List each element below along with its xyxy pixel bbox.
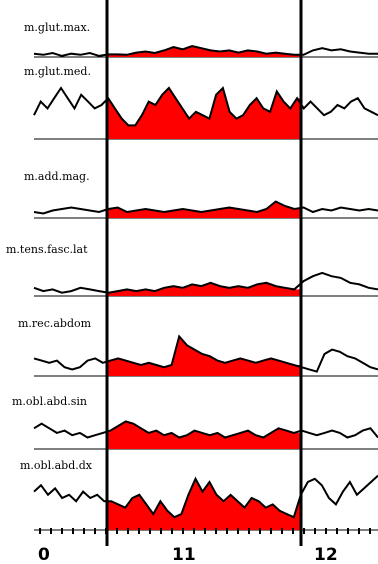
muscle-label: m.tens.fasc.lat [6, 243, 88, 256]
signal-line [33, 334, 378, 373]
signal-line [33, 44, 378, 57]
panel-0 [33, 44, 378, 58]
activation-area [107, 46, 301, 57]
signal-line [33, 86, 378, 127]
signal-line [33, 420, 378, 439]
muscle-label: m.glut.med. [24, 65, 91, 78]
x-tick-label: 12 [314, 545, 338, 564]
activation-area [107, 88, 301, 139]
signal-line [33, 200, 378, 215]
activation-area [107, 201, 301, 218]
signal-line [33, 474, 378, 519]
panel-5 [33, 420, 378, 450]
panel-3 [33, 271, 378, 297]
activation-area [107, 336, 301, 376]
panel-6 [33, 474, 378, 531]
signal-line [33, 271, 378, 294]
muscle-label: m.glut.max. [24, 21, 90, 34]
activation-area [107, 478, 301, 530]
muscle-label: m.rec.abdom [18, 317, 92, 330]
panel-4 [33, 334, 378, 377]
muscle-label: m.obl.abd.dx [20, 459, 93, 472]
x-tick-label: 11 [172, 545, 196, 564]
panel-2 [33, 200, 378, 219]
muscle-label: m.add.mag. [24, 170, 90, 183]
panel-1 [33, 86, 378, 140]
muscle-label: m.obl.abd.sin [12, 395, 87, 408]
activation-area [107, 421, 301, 449]
x-tick-label: 0 [38, 545, 50, 564]
